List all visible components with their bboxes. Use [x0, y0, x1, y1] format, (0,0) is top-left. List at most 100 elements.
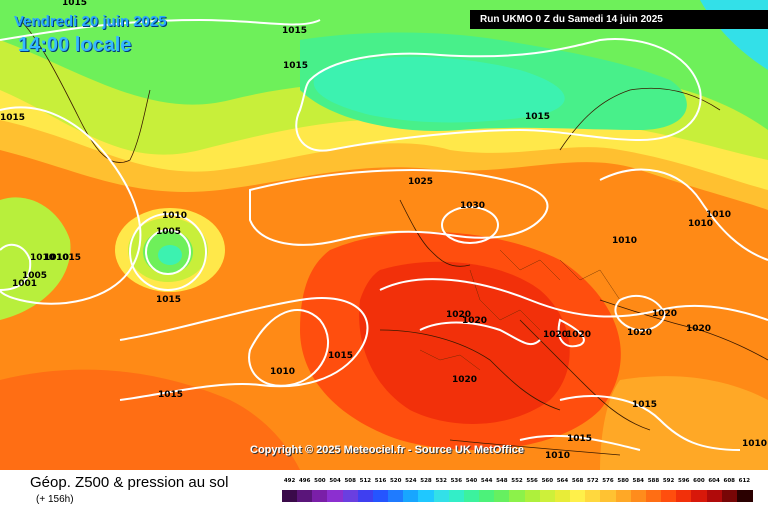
- pressure-label: 1020: [452, 375, 477, 385]
- isobars: [0, 18, 768, 451]
- pressure-label: 1010: [612, 236, 637, 246]
- isobar-1010-west: [0, 243, 32, 291]
- scale-color-cell: [615, 490, 632, 502]
- isobar-labels: 1015 1015 1015 1015 1010 1005 1015 1010 …: [0, 0, 767, 461]
- pressure-label: 1015: [156, 295, 181, 305]
- greenland-coast: [19, 19, 151, 163]
- pressure-label: 1010: [742, 439, 767, 449]
- scale-tick-label: 576: [602, 478, 614, 484]
- scale-color-cell: [448, 490, 465, 502]
- pressure-label: 1020: [566, 330, 591, 340]
- forecast-lead: (+ 156h): [36, 494, 74, 505]
- pressure-label: 1010: [270, 367, 295, 377]
- scale-tick-label: 572: [587, 478, 599, 484]
- pressure-label: 1015: [62, 0, 87, 8]
- pressure-label: 1030: [460, 201, 485, 211]
- pressure-label: 1025: [408, 177, 433, 187]
- pressure-label: 1010: [162, 211, 187, 221]
- scale-tick-label: 600: [693, 478, 705, 484]
- scale-color-cell: [570, 490, 587, 502]
- pressure-label: 1010: [30, 253, 55, 263]
- scale-color-cell: [372, 490, 389, 502]
- pressure-label: 1015: [567, 434, 592, 444]
- isobar-1030: [441, 206, 499, 244]
- scale-tick-label: 516: [374, 478, 387, 484]
- forecast-time: 14:00 locale: [18, 34, 132, 56]
- scale-tick-label: 612: [738, 478, 751, 484]
- pressure-label: 1005: [22, 271, 47, 281]
- scale-color-cell: [463, 490, 480, 502]
- scale-color-cell: [721, 490, 738, 502]
- isobar-1010-ne: [599, 168, 768, 261]
- pressure-label: 1015: [158, 390, 183, 400]
- scale-color-cell: [509, 490, 526, 502]
- scale-tick-label: 556: [526, 478, 538, 484]
- color-scale: 492 496 500 504 508 512 516 520 524 528 532 536 540 5…: [282, 478, 753, 506]
- isobar-1010-low: [129, 213, 207, 291]
- map-title: Géop. Z500 & pression au sol: [30, 474, 229, 491]
- scale-tick-label: 592: [662, 478, 675, 484]
- scale-color-cell: [585, 490, 602, 502]
- scale-tick-label: 552: [511, 478, 523, 484]
- isobar-1020-sw: [119, 297, 369, 401]
- contour-544: [313, 56, 565, 123]
- footer: Géop. Z500 & pression au sol (+ 156h) 49…: [0, 470, 768, 512]
- isobar-1015-north: [0, 18, 321, 41]
- pressure-label: 1020: [446, 310, 471, 320]
- pressure-label: 1010: [545, 451, 570, 461]
- scale-tick-label: 532: [435, 478, 447, 484]
- pressure-label: 1010: [44, 253, 69, 263]
- scale-color-cell: [494, 490, 511, 502]
- scale-color-cell: [312, 490, 329, 502]
- isobar-1015-center: [295, 38, 702, 152]
- contour-596: [359, 261, 570, 424]
- isobar-1010-se: [519, 434, 641, 451]
- scale-color-cell: [388, 490, 405, 502]
- isobar-1010-atl: [248, 309, 330, 387]
- contour-588-sw: [0, 369, 300, 470]
- scale-bar: [282, 490, 753, 502]
- isobar-1020-it: [557, 318, 585, 348]
- scale-tick-label: 560: [541, 478, 554, 484]
- scale-tick-label: 500: [314, 478, 326, 484]
- isobar-1005-low: [145, 229, 191, 275]
- scale-tick-label: 504: [329, 478, 341, 484]
- scale-tick-label: 580: [617, 478, 629, 484]
- pressure-label: 1005: [156, 227, 181, 237]
- scale-tick-label: 512: [359, 478, 372, 484]
- iberia-coast: [379, 329, 561, 411]
- pressure-label: 1015: [525, 112, 550, 122]
- scale-color-cell: [736, 490, 753, 502]
- run-info: Run UKMO 0 Z du Samedi 14 juin 2025: [470, 10, 768, 29]
- scale-tick-label: 584: [632, 478, 645, 484]
- scale-color-cell: [539, 490, 556, 502]
- scale-tick-label: 528: [420, 478, 432, 484]
- pressure-label: 1020: [627, 328, 652, 338]
- scale-tick-label: 524: [405, 478, 417, 484]
- scale-tick-label: 536: [450, 478, 463, 484]
- scale-tick-label: 544: [480, 478, 493, 484]
- isobar-1015-west: [0, 106, 142, 305]
- contour-west: [0, 197, 71, 320]
- scale-tick-label: 588: [647, 478, 660, 484]
- scale-tick-label: 508: [344, 478, 356, 484]
- pressure-label: 1015: [632, 400, 657, 410]
- scale-color-cell: [282, 490, 298, 502]
- scale-color-cell: [661, 490, 678, 502]
- scale-color-cell: [357, 490, 374, 502]
- forecast-date: Vendredi 20 juin 2025: [14, 13, 167, 30]
- pressure-label: 1020: [462, 316, 487, 326]
- scale-tick-label: 492: [283, 478, 296, 484]
- scale-color-cell: [554, 490, 571, 502]
- pressure-label: 1020: [652, 309, 677, 319]
- scale-tick-label: 604: [708, 478, 720, 484]
- isobar-1015-se: [559, 395, 741, 451]
- africa-coast: [449, 439, 621, 456]
- isobar-1020-bk: [614, 295, 667, 332]
- scale-color-cell: [433, 490, 450, 502]
- scale-ticks: 492 496 500 504 508 512 516 520 524 528 532 536 540 5…: [282, 478, 752, 490]
- isobar-1020-europe: [379, 278, 768, 321]
- copyright: Copyright © 2025 Meteociel.fr - Source U…: [250, 444, 524, 456]
- scale-color-cell: [630, 490, 647, 502]
- scale-color-cell: [524, 490, 541, 502]
